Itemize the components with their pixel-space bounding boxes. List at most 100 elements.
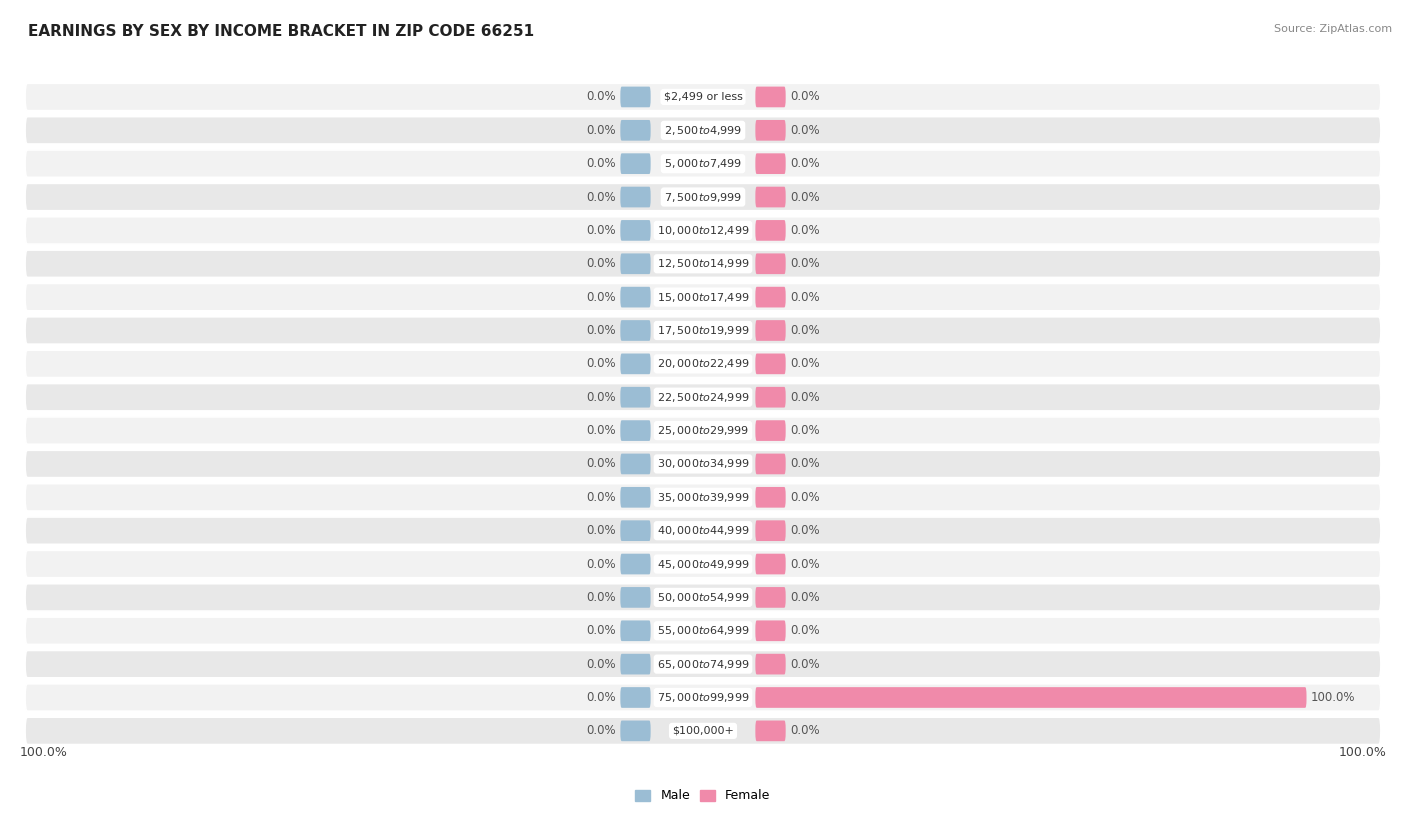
Text: 0.0%: 0.0%: [586, 358, 616, 371]
Text: 100.0%: 100.0%: [1339, 746, 1386, 759]
FancyBboxPatch shape: [755, 154, 786, 174]
Text: $20,000 to $22,499: $20,000 to $22,499: [657, 358, 749, 371]
Text: $65,000 to $74,999: $65,000 to $74,999: [657, 658, 749, 671]
FancyBboxPatch shape: [25, 517, 1381, 545]
FancyBboxPatch shape: [755, 420, 786, 441]
Text: 0.0%: 0.0%: [790, 224, 820, 237]
Text: $35,000 to $39,999: $35,000 to $39,999: [657, 491, 749, 504]
Text: 0.0%: 0.0%: [790, 491, 820, 504]
Text: 0.0%: 0.0%: [586, 491, 616, 504]
Text: $5,000 to $7,499: $5,000 to $7,499: [664, 157, 742, 170]
FancyBboxPatch shape: [755, 187, 786, 207]
Text: 0.0%: 0.0%: [586, 224, 616, 237]
FancyBboxPatch shape: [755, 687, 1306, 708]
FancyBboxPatch shape: [755, 254, 786, 274]
FancyBboxPatch shape: [25, 584, 1381, 611]
Text: 0.0%: 0.0%: [586, 691, 616, 704]
FancyBboxPatch shape: [755, 320, 786, 341]
FancyBboxPatch shape: [620, 87, 651, 107]
Text: 0.0%: 0.0%: [586, 391, 616, 404]
Text: 0.0%: 0.0%: [790, 124, 820, 137]
Text: $22,500 to $24,999: $22,500 to $24,999: [657, 391, 749, 404]
FancyBboxPatch shape: [755, 587, 786, 608]
Text: 100.0%: 100.0%: [20, 746, 67, 759]
FancyBboxPatch shape: [755, 520, 786, 541]
FancyBboxPatch shape: [25, 184, 1381, 211]
FancyBboxPatch shape: [620, 487, 651, 507]
FancyBboxPatch shape: [25, 384, 1381, 411]
FancyBboxPatch shape: [620, 587, 651, 608]
Text: $30,000 to $34,999: $30,000 to $34,999: [657, 458, 749, 471]
FancyBboxPatch shape: [25, 450, 1381, 477]
FancyBboxPatch shape: [755, 487, 786, 507]
FancyBboxPatch shape: [25, 650, 1381, 678]
Text: 0.0%: 0.0%: [790, 424, 820, 437]
FancyBboxPatch shape: [620, 620, 651, 641]
FancyBboxPatch shape: [25, 83, 1381, 111]
FancyBboxPatch shape: [620, 420, 651, 441]
FancyBboxPatch shape: [620, 220, 651, 241]
Text: 0.0%: 0.0%: [586, 324, 616, 337]
Text: $2,499 or less: $2,499 or less: [664, 92, 742, 102]
FancyBboxPatch shape: [620, 287, 651, 307]
FancyBboxPatch shape: [620, 454, 651, 474]
Text: 0.0%: 0.0%: [586, 424, 616, 437]
Text: 0.0%: 0.0%: [586, 524, 616, 537]
FancyBboxPatch shape: [620, 254, 651, 274]
FancyBboxPatch shape: [755, 287, 786, 307]
Text: 0.0%: 0.0%: [790, 524, 820, 537]
Text: 0.0%: 0.0%: [790, 624, 820, 637]
Text: $45,000 to $49,999: $45,000 to $49,999: [657, 558, 749, 571]
Text: 0.0%: 0.0%: [790, 290, 820, 303]
FancyBboxPatch shape: [25, 250, 1381, 277]
FancyBboxPatch shape: [25, 617, 1381, 645]
Text: 0.0%: 0.0%: [790, 658, 820, 671]
FancyBboxPatch shape: [25, 350, 1381, 377]
Text: 0.0%: 0.0%: [586, 658, 616, 671]
FancyBboxPatch shape: [755, 620, 786, 641]
FancyBboxPatch shape: [25, 284, 1381, 311]
Text: $50,000 to $54,999: $50,000 to $54,999: [657, 591, 749, 604]
FancyBboxPatch shape: [620, 120, 651, 141]
Text: $100,000+: $100,000+: [672, 726, 734, 736]
FancyBboxPatch shape: [620, 654, 651, 675]
Text: 0.0%: 0.0%: [586, 257, 616, 270]
FancyBboxPatch shape: [620, 554, 651, 574]
Text: $40,000 to $44,999: $40,000 to $44,999: [657, 524, 749, 537]
Text: $55,000 to $64,999: $55,000 to $64,999: [657, 624, 749, 637]
Text: 0.0%: 0.0%: [586, 558, 616, 571]
Text: Source: ZipAtlas.com: Source: ZipAtlas.com: [1274, 24, 1392, 34]
FancyBboxPatch shape: [25, 484, 1381, 511]
Text: $12,500 to $14,999: $12,500 to $14,999: [657, 257, 749, 270]
Text: 0.0%: 0.0%: [586, 290, 616, 303]
FancyBboxPatch shape: [25, 417, 1381, 444]
Text: $7,500 to $9,999: $7,500 to $9,999: [664, 190, 742, 203]
FancyBboxPatch shape: [620, 387, 651, 407]
Text: 0.0%: 0.0%: [790, 324, 820, 337]
FancyBboxPatch shape: [755, 654, 786, 675]
FancyBboxPatch shape: [755, 87, 786, 107]
Text: 0.0%: 0.0%: [790, 157, 820, 170]
FancyBboxPatch shape: [755, 720, 786, 741]
Text: 0.0%: 0.0%: [790, 591, 820, 604]
Legend: Male, Female: Male, Female: [630, 785, 776, 807]
Text: 0.0%: 0.0%: [790, 90, 820, 103]
Text: 0.0%: 0.0%: [790, 190, 820, 203]
FancyBboxPatch shape: [755, 354, 786, 374]
Text: 0.0%: 0.0%: [790, 558, 820, 571]
Text: 0.0%: 0.0%: [586, 624, 616, 637]
FancyBboxPatch shape: [755, 387, 786, 407]
Text: 100.0%: 100.0%: [1310, 691, 1355, 704]
FancyBboxPatch shape: [620, 520, 651, 541]
Text: 0.0%: 0.0%: [790, 724, 820, 737]
FancyBboxPatch shape: [755, 220, 786, 241]
FancyBboxPatch shape: [755, 554, 786, 574]
FancyBboxPatch shape: [620, 320, 651, 341]
FancyBboxPatch shape: [620, 720, 651, 741]
FancyBboxPatch shape: [620, 187, 651, 207]
Text: 0.0%: 0.0%: [586, 190, 616, 203]
FancyBboxPatch shape: [25, 717, 1381, 745]
Text: 0.0%: 0.0%: [790, 458, 820, 471]
Text: $10,000 to $12,499: $10,000 to $12,499: [657, 224, 749, 237]
FancyBboxPatch shape: [25, 217, 1381, 244]
